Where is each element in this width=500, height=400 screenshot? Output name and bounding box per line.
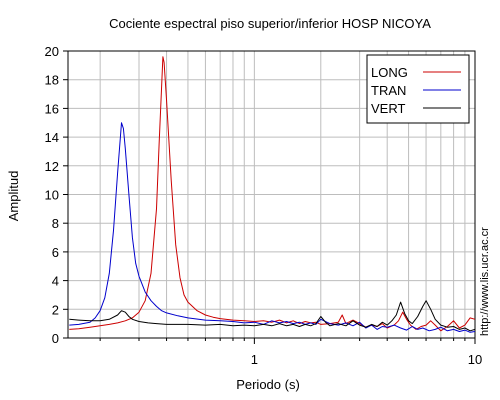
legend-box [366,54,470,124]
series-line-vert [69,300,476,332]
x-tick-label: 10 [468,352,482,367]
grid [68,51,475,338]
y-tick-label: 8 [52,216,59,231]
y-tick-label: 16 [45,101,59,116]
series-layer [69,56,476,333]
legend-label-tran: TRAN [371,83,406,98]
y-axis: 0 2 4 6 8 10 12 14 16 18 20 [45,44,68,346]
legend-label-long: LONG [371,65,408,80]
y-tick-label: 20 [45,44,59,59]
y-tick-label: 4 [52,274,59,289]
y-tick-label: 14 [45,130,59,145]
series-line-tran [69,122,476,333]
watermark-url: http://www.lis.ucr.ac.cr [479,227,491,336]
legend: LONG TRAN VERT [366,54,470,124]
y-tick-label: 18 [45,73,59,88]
legend-label-vert: VERT [371,101,405,116]
x-axis: 1 10 [99,338,482,367]
series-line-long [69,56,476,332]
chart-title: Cociente espectral piso superior/inferio… [109,16,431,31]
y-tick-label: 12 [45,159,59,174]
y-tick-label: 0 [52,331,59,346]
y-tick-label: 10 [45,188,59,203]
y-tick-label: 2 [52,302,59,317]
y-tick-label: 6 [52,245,59,260]
x-tick-label: 1 [251,352,258,367]
y-axis-label: Amplitud [6,171,21,222]
x-axis-label: Periodo (s) [236,377,300,392]
